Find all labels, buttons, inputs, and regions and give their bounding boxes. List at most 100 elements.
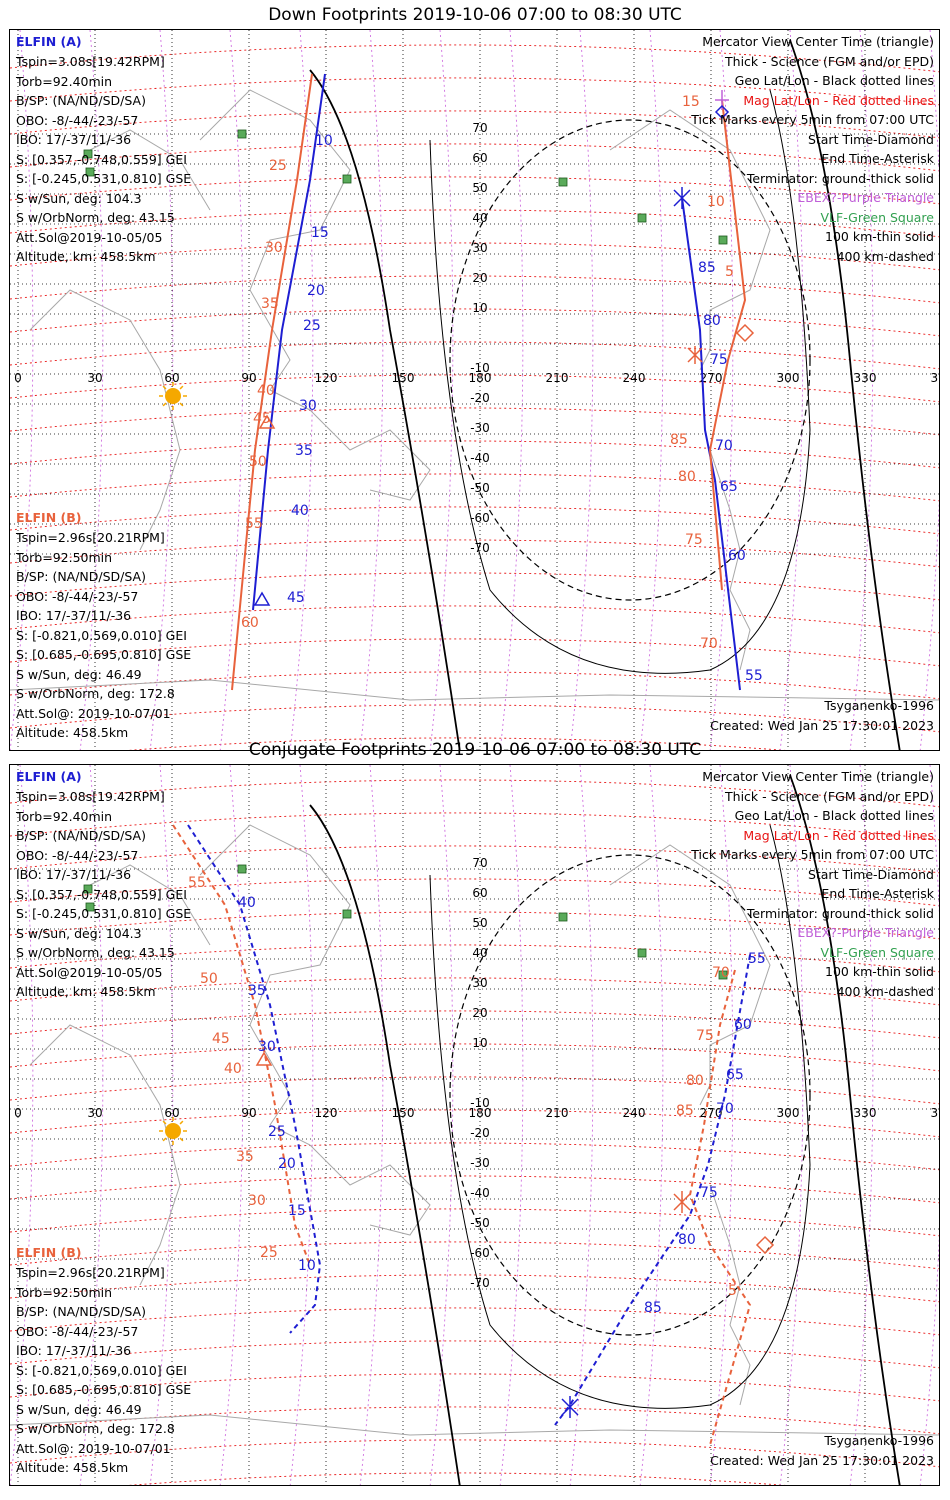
elfin-a-tick-label: 70 xyxy=(715,438,733,454)
elfin-a-info-line: S w/OrbNorm, deg: 43.15 xyxy=(16,945,175,960)
coastline xyxy=(10,679,939,701)
lon-tick-label: 60 xyxy=(164,371,179,385)
mag-lon-line xyxy=(289,30,314,750)
elfin-b-tick-label: 70 xyxy=(712,965,730,981)
lon-tick-label: 60 xyxy=(164,1106,179,1120)
map-canvas-conjugate: 0 30 60 90 120 150 180 210 240 270 300 330 360 70 60 50… xyxy=(10,765,939,1485)
lon-tick-label: 90 xyxy=(241,371,256,385)
coastline xyxy=(29,289,181,551)
sun-ray xyxy=(162,402,167,407)
mag-lon-line xyxy=(79,765,104,1485)
terminator-100km xyxy=(429,824,811,1409)
lon-tick-label: 120 xyxy=(315,371,338,385)
sun-ray xyxy=(179,402,184,407)
elfin-a-tick-label: 80 xyxy=(703,313,721,329)
vlf-station-square xyxy=(637,948,647,958)
elfin-b-info-line: S w/OrbNorm, deg: 172.8 xyxy=(16,1421,175,1436)
lat-tick-label: 20 xyxy=(472,1006,487,1020)
start-diamond-icon xyxy=(714,104,730,120)
lon-tick-label: 270 xyxy=(700,371,723,385)
elfin-a-tick-label: 10 xyxy=(315,133,333,149)
elfin-a-tick-label: 35 xyxy=(248,983,266,999)
mag-lat-line xyxy=(10,308,939,337)
vlf-station-square xyxy=(342,909,352,919)
lat-tick-label: 30 xyxy=(472,241,487,255)
elfin-a-info-line: IBO: 17/-37/11/-36 xyxy=(16,132,132,147)
mag-lat-line xyxy=(10,1340,939,1369)
mag-lon-line xyxy=(849,30,874,750)
mag-lon-line xyxy=(569,30,594,750)
lon-tick-label: 270 xyxy=(700,1106,723,1120)
elfin-a-track-2 xyxy=(681,197,741,691)
mag-lat-line xyxy=(10,779,939,808)
elfin-a-info-line: S: [-0.245,0.531,0.810] GSE xyxy=(16,906,192,921)
lat-tick-label: 30 xyxy=(472,976,487,990)
mag-lon-line xyxy=(429,30,454,750)
center-triangle-icon xyxy=(255,1051,273,1066)
elfin-b-info-line: Torb=92.50min xyxy=(16,549,113,565)
elfin-b-tick-label: 15 xyxy=(682,94,700,110)
terminator-thick-right xyxy=(789,39,901,750)
mag-lon-line xyxy=(779,30,804,750)
elfin-a-info-line: Altitude, km: 458.5km xyxy=(16,249,156,264)
vlf-station-square xyxy=(558,912,568,922)
legend-vlf: VLF-Green Square xyxy=(820,210,934,225)
mag-lon-line xyxy=(499,30,524,750)
lon-tick-label: 210 xyxy=(546,1106,569,1120)
legend-mag: Mag Lat/Lon - Red dotted lines xyxy=(743,828,934,843)
elfin-b-info-line: OBO: -8/-44/-23/-57 xyxy=(16,1323,139,1339)
elfin-a-tick-label: 55 xyxy=(748,951,766,967)
mag-lon-line xyxy=(359,30,384,750)
elfin-a-tick-label: 35 xyxy=(295,443,313,459)
elfin-a-header: ELFIN (A) xyxy=(16,769,82,784)
center-triangle-icon xyxy=(253,591,271,606)
mag-lat-line xyxy=(10,1439,939,1468)
mag-lon-line xyxy=(289,765,314,1485)
elfin-b-tick-label: 55 xyxy=(245,516,263,532)
mag-lat-line xyxy=(10,539,939,568)
geo-grid: 0 30 60 90 120 150 180 210 240 270 300 330 360 70 60 50… xyxy=(10,765,939,1485)
mag-lat-line xyxy=(10,506,939,535)
elfin-b-info-line: S w/Sun, deg: 46.49 xyxy=(16,1401,142,1417)
lat-tick-label: -50 xyxy=(470,1216,490,1230)
mag-lon-line xyxy=(79,30,104,750)
terminator-thick-left xyxy=(309,69,461,750)
mag-lon-line xyxy=(219,765,244,1485)
lon-tick-label: 180 xyxy=(469,1106,492,1120)
mag-lat-line xyxy=(10,1373,939,1402)
mag-lat-line xyxy=(10,44,939,73)
sun-ray xyxy=(162,1120,167,1125)
lon-tick-label: 330 xyxy=(854,1106,877,1120)
elfin-b-tick-label: 80 xyxy=(686,1073,704,1089)
mag-lat-line xyxy=(10,572,939,601)
start-diamond-icon xyxy=(755,1235,775,1255)
elfin-a-info-line: S: [0.357,-0.748,0.559] GEI xyxy=(16,886,187,902)
coastline xyxy=(309,1144,431,1236)
elfin-a-tick-label: 75 xyxy=(700,1185,718,1201)
elfin-b-info-line: Altitude: 458.5km xyxy=(16,1460,129,1475)
legend-start: Start Time-Diamond xyxy=(807,867,934,882)
legend-ebex: EBEX?-Purple Triangle xyxy=(797,190,934,205)
lon-tick-label: 150 xyxy=(392,1106,415,1120)
elfin-a-tick-label: 20 xyxy=(278,1156,296,1172)
elfin-a-tick-label: 40 xyxy=(238,895,256,911)
lat-tick-label: -50 xyxy=(470,481,490,495)
mag-lat-line xyxy=(10,110,939,139)
coastline xyxy=(199,824,351,1146)
elfin-a-tick-label: 30 xyxy=(299,398,317,414)
lat-tick-label: 10 xyxy=(472,1036,487,1050)
elfin-b-info-line: S: [-0.821,0.569,0.010] GEI xyxy=(16,1362,187,1378)
terminator-100km xyxy=(429,89,811,674)
end-asterisk-icon xyxy=(561,1396,579,1418)
coastline xyxy=(609,844,771,1106)
lat-tick-label: 70 xyxy=(472,121,487,135)
elfin-b-info-line: IBO: 17/-37/11/-36 xyxy=(16,608,132,623)
lat-tick-label: 40 xyxy=(472,211,487,225)
elfin-a-tick-label: 25 xyxy=(303,318,321,334)
elfin-a-tick-label: 45 xyxy=(287,590,305,606)
mag-lat-line xyxy=(10,440,939,469)
elfin-b-info-line: IBO: 17/-37/11/-36 xyxy=(16,1343,132,1358)
vlf-station-square xyxy=(637,213,647,223)
terminator-thick-right xyxy=(789,774,901,1485)
footer-model: Tsyganenko-1996 xyxy=(824,698,934,713)
